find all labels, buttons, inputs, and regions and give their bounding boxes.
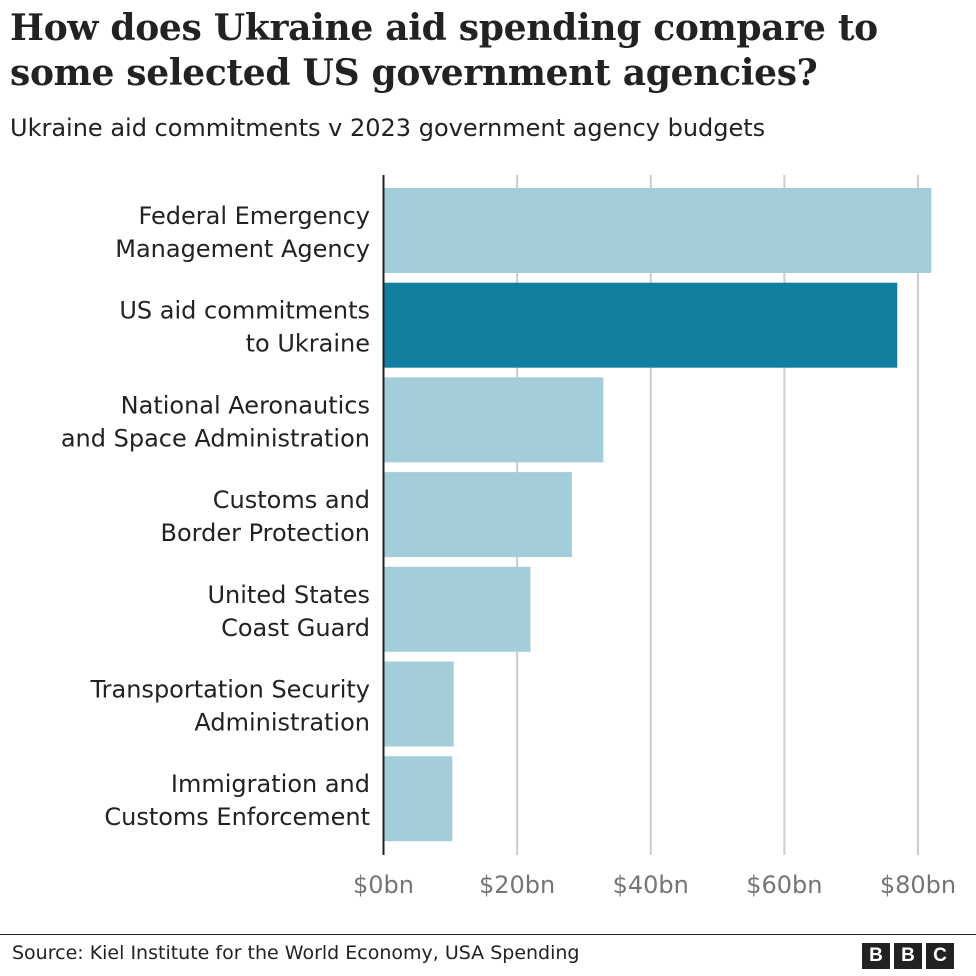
x-tick-label: $60bn: [746, 871, 822, 899]
category-label: United States Coast Guard: [207, 581, 370, 642]
x-tick-label: $0bn: [353, 871, 414, 899]
category-label: Federal Emergency Management Agency: [115, 202, 370, 263]
x-tick-label: $40bn: [613, 871, 689, 899]
category-label: Customs and Border Protection: [160, 486, 370, 547]
chart-subtitle: Ukraine aid commitments v 2023 governmen…: [10, 114, 766, 142]
category-label: US aid commitments to Ukraine: [119, 297, 370, 358]
category-label: Transportation Security Administration: [90, 676, 370, 737]
bar: [383, 282, 898, 368]
bar: [383, 188, 932, 273]
bar: [383, 377, 604, 463]
x-tick-label: $80bn: [880, 871, 956, 899]
bar: [383, 566, 531, 652]
category-label: National Aeronautics and Space Administra…: [61, 391, 370, 452]
source-note: Source: Kiel Institute for the World Eco…: [12, 942, 580, 964]
bar: [383, 756, 453, 842]
category-label: Immigration and Customs Enforcement: [104, 770, 370, 831]
bar: [383, 661, 454, 747]
chart-title: How does Ukraine aid spending compare to…: [10, 7, 878, 94]
footer-divider: [0, 934, 976, 935]
bar: [383, 472, 572, 558]
x-tick-label: $20bn: [479, 871, 555, 899]
